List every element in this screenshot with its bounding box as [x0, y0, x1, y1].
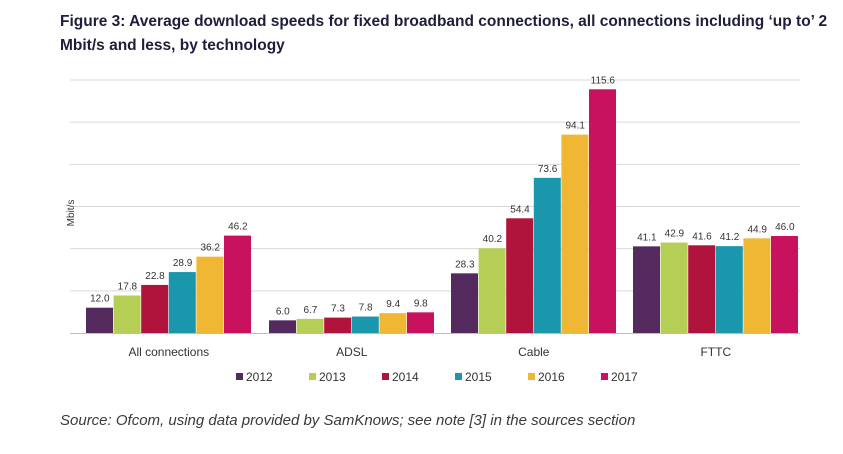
data-labels: 12.0 6.0 28.3 41.1 17.8 6.7 40.2 42.9 22.8 7.3 54.… — [90, 75, 795, 317]
data-label: 54.4 — [510, 204, 530, 215]
data-label: 41.2 — [720, 232, 740, 243]
bar-2017-all-connections — [224, 235, 251, 333]
bar-2012-cable — [451, 273, 478, 333]
legend-swatch-2017 — [601, 373, 608, 380]
x-tick-label: FTTC — [700, 345, 731, 359]
data-label: 12.0 — [90, 294, 110, 305]
data-label: 7.3 — [331, 304, 345, 315]
x-tick-label: Cable — [518, 345, 550, 359]
data-label: 44.9 — [747, 224, 767, 235]
data-label: 46.0 — [775, 222, 795, 233]
chart-title: Figure 3: Average download speeds for fi… — [60, 13, 828, 54]
data-label: 115.6 — [591, 75, 616, 86]
data-label: 17.8 — [118, 281, 138, 292]
data-label: 41.1 — [637, 232, 657, 243]
bar-2014-fttc — [688, 245, 716, 333]
data-label: 40.2 — [483, 234, 503, 245]
data-label: 22.8 — [145, 271, 165, 282]
bars — [86, 89, 798, 333]
bar-2013-all-connections — [113, 295, 141, 333]
bar-2013-fttc — [660, 242, 688, 333]
bar-2016-adsl — [379, 313, 407, 333]
bar-2014-adsl — [324, 317, 352, 333]
data-label: 28.9 — [173, 258, 193, 269]
bar-2017-adsl — [407, 312, 434, 333]
bar-2012-fttc — [633, 246, 660, 333]
bar-2013-adsl — [296, 318, 324, 333]
bar-2014-all-connections — [141, 284, 169, 333]
data-label: 9.8 — [414, 298, 428, 309]
legend-swatch-2014 — [382, 373, 389, 380]
bar-2015-cable — [533, 177, 561, 333]
legend-swatch-2012 — [236, 373, 243, 380]
data-label: 9.4 — [386, 299, 400, 310]
source-note: Source: Ofcom, using data provided by Sa… — [60, 412, 636, 429]
legend-label-2017: 2017 — [611, 370, 638, 384]
bar-2012-all-connections — [86, 307, 113, 333]
legend-label-2014: 2014 — [392, 370, 419, 384]
bar-2016-cable — [561, 134, 589, 333]
legend-label-2015: 2015 — [465, 370, 492, 384]
bar-2014-cable — [506, 218, 534, 333]
data-label: 94.1 — [565, 121, 585, 132]
bar-chart: 12.0 6.0 28.3 41.1 17.8 6.7 40.2 42.9 22.8 7.3 54.… — [66, 75, 800, 384]
bar-2013-cable — [478, 248, 506, 333]
data-label: 6.7 — [303, 305, 317, 316]
data-label: 73.6 — [538, 164, 558, 175]
legend: 2012 2013 2014 2015 2016 2017 — [236, 370, 638, 384]
x-tick-label: All connections — [128, 345, 209, 359]
data-label: 46.2 — [228, 222, 248, 233]
data-label: 6.0 — [276, 306, 290, 317]
legend-swatch-2013 — [309, 373, 316, 380]
legend-swatch-2015 — [455, 373, 462, 380]
legend-label-2016: 2016 — [538, 370, 565, 384]
bar-2015-all-connections — [168, 272, 196, 333]
y-axis-label: Mbit/s — [66, 200, 77, 227]
legend-label-2012: 2012 — [246, 370, 273, 384]
bar-2017-fttc — [771, 236, 798, 333]
bar-2017-cable — [589, 89, 616, 333]
data-label: 28.3 — [455, 259, 475, 270]
data-label: 41.6 — [692, 231, 712, 242]
axis: Mbit/s All connections ADSL Cable FTTC — [66, 200, 800, 359]
legend-label-2013: 2013 — [319, 370, 346, 384]
legend-swatch-2016 — [528, 373, 535, 380]
bar-2015-fttc — [715, 246, 743, 333]
data-label: 42.9 — [665, 229, 685, 240]
bar-2015-adsl — [351, 316, 379, 333]
bar-2016-fttc — [743, 238, 771, 333]
data-label: 7.8 — [359, 303, 373, 314]
x-tick-label: ADSL — [336, 345, 368, 359]
bar-2016-all-connections — [196, 256, 224, 333]
data-label: 36.2 — [200, 243, 220, 254]
bar-2012-adsl — [269, 320, 296, 333]
